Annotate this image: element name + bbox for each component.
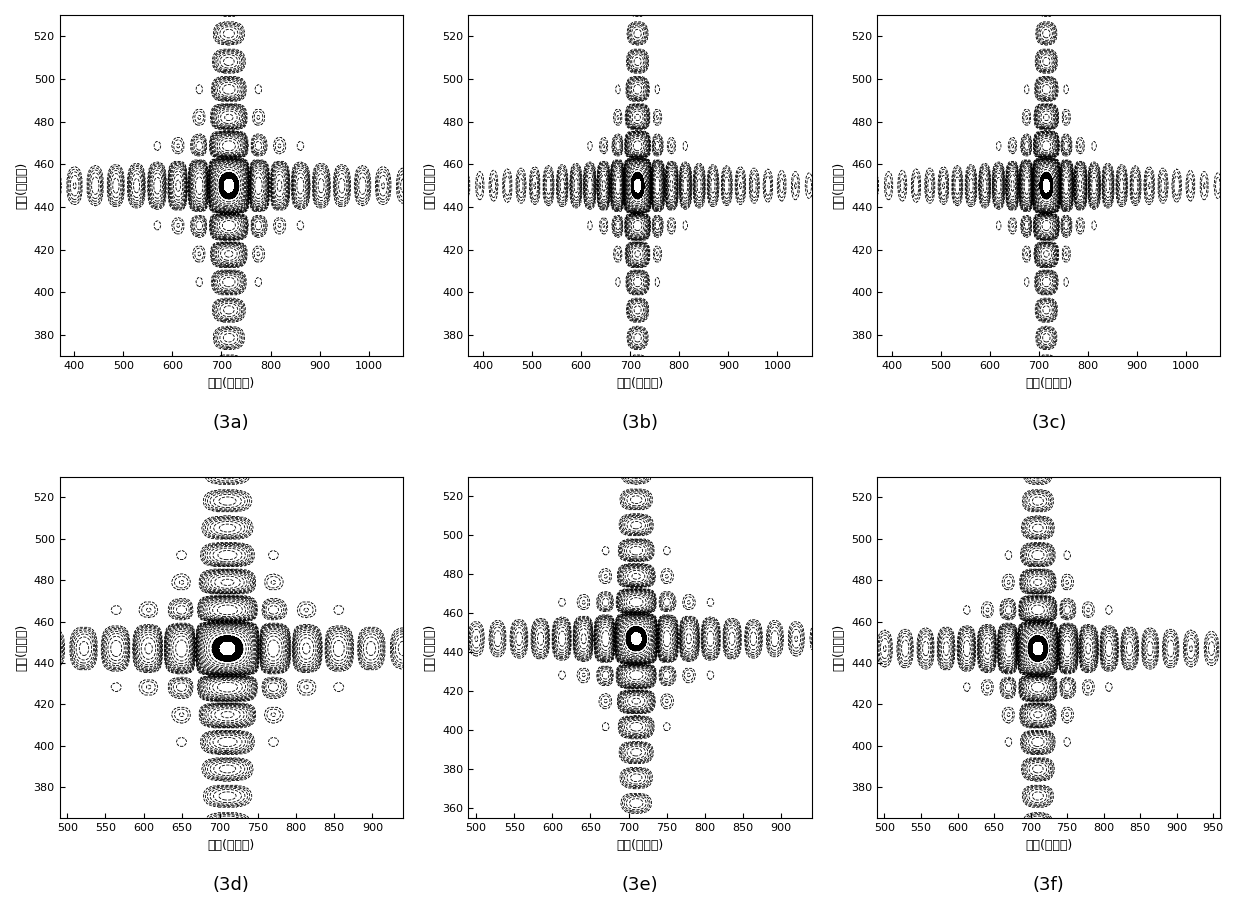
Y-axis label: 距离(采样点): 距离(采样点) bbox=[15, 624, 29, 672]
Y-axis label: 距离(采样点): 距离(采样点) bbox=[15, 162, 29, 209]
Text: (3d): (3d) bbox=[213, 876, 249, 894]
Y-axis label: 距离(采样点): 距离(采样点) bbox=[424, 162, 436, 209]
Text: (3c): (3c) bbox=[1032, 414, 1066, 433]
X-axis label: 方位(采样点): 方位(采样点) bbox=[207, 839, 255, 852]
Text: (3a): (3a) bbox=[213, 414, 249, 433]
Text: (3e): (3e) bbox=[621, 876, 658, 894]
Text: (3f): (3f) bbox=[1033, 876, 1065, 894]
X-axis label: 方位(采样点): 方位(采样点) bbox=[616, 376, 663, 390]
Text: (3b): (3b) bbox=[621, 414, 658, 433]
Y-axis label: 距离(采样点): 距离(采样点) bbox=[832, 624, 846, 672]
X-axis label: 方位(采样点): 方位(采样点) bbox=[1025, 839, 1073, 852]
X-axis label: 方位(采样点): 方位(采样点) bbox=[1025, 376, 1073, 390]
Y-axis label: 距离(采样点): 距离(采样点) bbox=[424, 624, 436, 672]
X-axis label: 方位(采样点): 方位(采样点) bbox=[616, 839, 663, 852]
X-axis label: 方位(采样点): 方位(采样点) bbox=[207, 376, 255, 390]
Y-axis label: 距离(采样点): 距离(采样点) bbox=[832, 162, 846, 209]
